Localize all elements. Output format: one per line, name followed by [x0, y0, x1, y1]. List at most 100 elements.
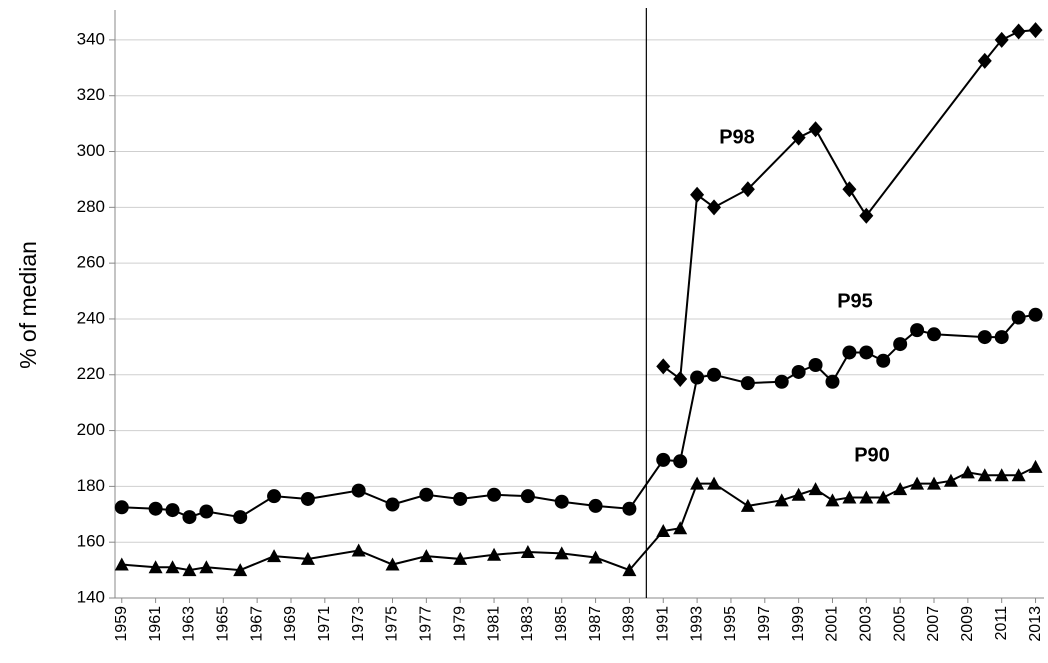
- marker: [690, 476, 705, 490]
- marker: [165, 503, 180, 518]
- x-tick-label: 1961: [147, 606, 164, 642]
- marker: [1011, 310, 1026, 325]
- y-tick-label: 180: [77, 476, 105, 495]
- marker: [960, 465, 975, 479]
- x-tick-label: 1989: [621, 606, 638, 642]
- marker: [622, 563, 637, 577]
- marker: [893, 482, 908, 496]
- x-tick-label: 1997: [756, 606, 773, 642]
- marker: [994, 468, 1009, 482]
- y-tick-label: 260: [77, 253, 105, 272]
- y-tick-label: 160: [77, 532, 105, 551]
- marker: [148, 501, 163, 516]
- marker: [351, 483, 366, 498]
- marker: [977, 330, 992, 345]
- marker: [267, 549, 282, 563]
- marker: [774, 374, 789, 389]
- marker: [791, 364, 806, 379]
- marker: [825, 374, 840, 389]
- x-tick-label: 2003: [858, 606, 875, 642]
- x-tick-label: 1985: [553, 606, 570, 642]
- series-label: P90: [854, 444, 890, 466]
- x-tick-label: 1987: [587, 606, 604, 642]
- y-axis-label: % of median: [15, 241, 41, 369]
- marker: [453, 551, 468, 565]
- marker: [1011, 468, 1026, 482]
- marker: [842, 345, 857, 360]
- marker: [267, 489, 282, 504]
- marker: [622, 501, 637, 516]
- marker: [842, 181, 857, 198]
- marker: [233, 510, 248, 525]
- marker: [233, 563, 248, 577]
- marker: [165, 560, 180, 574]
- marker: [554, 494, 569, 509]
- x-tick-label: 2009: [959, 606, 976, 642]
- marker: [808, 121, 823, 138]
- marker: [673, 370, 688, 387]
- marker: [673, 454, 688, 469]
- marker: [520, 489, 535, 504]
- marker: [707, 367, 722, 382]
- x-tick-label: 1979: [451, 606, 468, 642]
- marker: [977, 52, 992, 69]
- y-tick-label: 200: [77, 420, 105, 439]
- marker: [1028, 307, 1043, 322]
- x-tick-label: 1999: [790, 606, 807, 642]
- marker: [300, 491, 315, 506]
- marker: [910, 323, 925, 338]
- marker: [182, 510, 197, 525]
- series-label: P95: [837, 290, 873, 312]
- x-tick-label: 1993: [688, 606, 705, 642]
- marker: [487, 487, 502, 502]
- x-tick-label: 1983: [519, 606, 536, 642]
- marker: [1028, 459, 1043, 473]
- marker: [859, 345, 874, 360]
- x-tick-label: 1963: [181, 606, 198, 642]
- series-line: [662, 29, 1036, 381]
- y-tick-label: 300: [77, 141, 105, 160]
- marker: [351, 543, 366, 557]
- x-tick-label: 1967: [248, 606, 265, 642]
- marker: [419, 487, 434, 502]
- marker: [690, 370, 705, 385]
- x-tick-label: 1965: [215, 606, 232, 642]
- x-tick-label: 2001: [824, 606, 841, 642]
- marker: [859, 490, 874, 504]
- marker: [554, 546, 569, 560]
- marker: [927, 476, 942, 490]
- marker: [199, 560, 214, 574]
- marker: [791, 129, 806, 146]
- marker: [774, 493, 789, 507]
- y-tick-label: 240: [77, 308, 105, 327]
- marker: [994, 31, 1009, 48]
- marker: [808, 357, 823, 372]
- marker: [114, 500, 129, 515]
- marker: [893, 337, 908, 352]
- y-tick-label: 220: [77, 364, 105, 383]
- x-tick-label: 1991: [654, 606, 671, 642]
- marker: [740, 376, 755, 391]
- marker: [656, 358, 671, 375]
- marker: [453, 491, 468, 506]
- marker: [943, 473, 958, 487]
- y-tick-label: 340: [77, 29, 105, 48]
- marker: [791, 487, 806, 501]
- marker: [673, 521, 688, 535]
- x-tick-label: 2011: [993, 606, 1010, 641]
- marker: [520, 544, 535, 558]
- marker: [740, 498, 755, 512]
- marker: [876, 490, 891, 504]
- marker: [927, 327, 942, 342]
- marker: [808, 482, 823, 496]
- marker: [707, 476, 722, 490]
- marker: [740, 181, 755, 198]
- marker: [1028, 22, 1043, 39]
- marker: [1011, 23, 1026, 40]
- marker: [656, 524, 671, 538]
- marker: [148, 560, 163, 574]
- x-tick-label: 1973: [350, 606, 367, 642]
- marker: [859, 207, 874, 224]
- marker: [114, 557, 129, 571]
